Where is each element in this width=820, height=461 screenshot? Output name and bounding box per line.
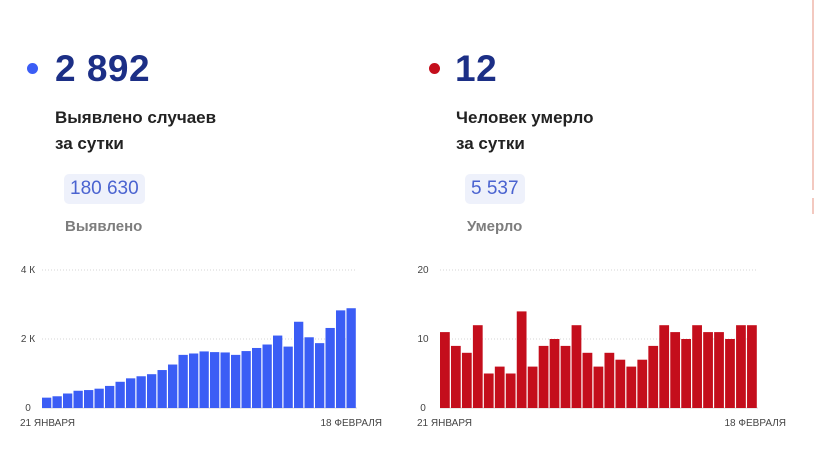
- cases-description-line2: за сутки: [55, 134, 124, 153]
- cases-headline: 2 892: [55, 48, 151, 89]
- deaths-total-badge: 5 537: [465, 174, 525, 204]
- bar: [157, 370, 167, 408]
- bar: [714, 332, 724, 408]
- edge-line: [812, 198, 814, 214]
- cases-chart: 0 2 К 4 К 21 ЯНВАРЯ 18 ФЕВРАЛЯ: [20, 265, 382, 429]
- bar: [315, 343, 325, 408]
- bar: [582, 352, 593, 408]
- bar: [262, 344, 272, 408]
- bar: [736, 325, 746, 408]
- bar: [472, 325, 483, 408]
- bar: [648, 345, 659, 408]
- bar: [220, 352, 230, 408]
- y-tick-label: 0: [420, 403, 426, 414]
- cases-total-badge: 180 630: [64, 174, 145, 204]
- bar: [440, 332, 450, 408]
- bar: [147, 374, 157, 408]
- bar: [42, 397, 52, 408]
- deaths-total-label: Умерло: [467, 218, 523, 235]
- deaths-chart: 0 10 20 21 ЯНВАРЯ 18 ФЕВРАЛЯ: [417, 265, 786, 429]
- bar: [670, 332, 681, 408]
- bar: [126, 378, 136, 408]
- y-tick-label: 20: [417, 265, 429, 276]
- bar: [560, 345, 571, 408]
- bar: [304, 337, 314, 408]
- bar: [252, 347, 262, 408]
- deaths-description-line1: Человек умерло: [456, 108, 594, 127]
- bar: [725, 339, 735, 408]
- bar: [178, 354, 188, 408]
- bar: [52, 396, 62, 408]
- bar: [63, 393, 73, 408]
- bar: [505, 373, 516, 408]
- cases-dot-icon: [27, 63, 38, 74]
- bar: [626, 366, 637, 408]
- bar: [637, 359, 648, 408]
- bar: [615, 359, 626, 408]
- bar: [73, 390, 83, 408]
- bar: [346, 308, 356, 408]
- bar: [527, 366, 538, 408]
- bar: [231, 354, 241, 408]
- bar: [703, 332, 713, 408]
- bar: [136, 376, 146, 408]
- bar: [283, 346, 293, 408]
- bar: [105, 385, 115, 408]
- deaths-description-line2: за сутки: [456, 134, 525, 153]
- edge-line: [812, 0, 814, 190]
- x-end-label: 18 ФЕВРАЛЯ: [724, 418, 786, 429]
- bar: [516, 311, 527, 408]
- bar: [115, 381, 125, 408]
- bar: [325, 327, 335, 408]
- bar: [593, 366, 604, 408]
- bar: [94, 388, 104, 408]
- bar: [210, 352, 220, 408]
- bar: [189, 353, 199, 408]
- bar: [336, 310, 346, 408]
- bar: [549, 339, 560, 408]
- bar: [538, 345, 549, 408]
- bar: [168, 364, 178, 408]
- bar: [483, 373, 494, 408]
- bar: [294, 321, 304, 408]
- y-tick-label: 0: [25, 403, 31, 414]
- y-tick-label: 2 К: [21, 334, 35, 345]
- bar: [659, 325, 670, 408]
- bar: [747, 325, 757, 408]
- bar: [604, 352, 615, 408]
- y-tick-label: 4 К: [21, 265, 35, 276]
- bar: [461, 352, 472, 408]
- bar: [84, 390, 94, 408]
- x-end-label: 18 ФЕВРАЛЯ: [320, 418, 382, 429]
- bar: [273, 335, 283, 408]
- bar: [241, 351, 251, 408]
- cases-total-label: Выявлено: [65, 218, 143, 235]
- bar: [681, 339, 692, 408]
- y-tick-label: 10: [417, 334, 429, 345]
- bar: [199, 351, 209, 408]
- bar: [450, 345, 461, 408]
- bar: [571, 325, 582, 408]
- bar: [692, 325, 702, 408]
- deaths-headline: 12: [455, 48, 498, 89]
- deaths-dot-icon: [429, 63, 440, 74]
- x-start-label: 21 ЯНВАРЯ: [417, 418, 472, 429]
- cases-description-line1: Выявлено случаев: [55, 108, 217, 127]
- deaths-panel: 12 Человек умерло за сутки 5 537 Умерло …: [400, 0, 800, 461]
- cases-panel: 2 892 Выявлено случаев за сутки 180 630 …: [0, 0, 400, 461]
- x-start-label: 21 ЯНВАРЯ: [20, 418, 75, 429]
- bar: [494, 366, 505, 408]
